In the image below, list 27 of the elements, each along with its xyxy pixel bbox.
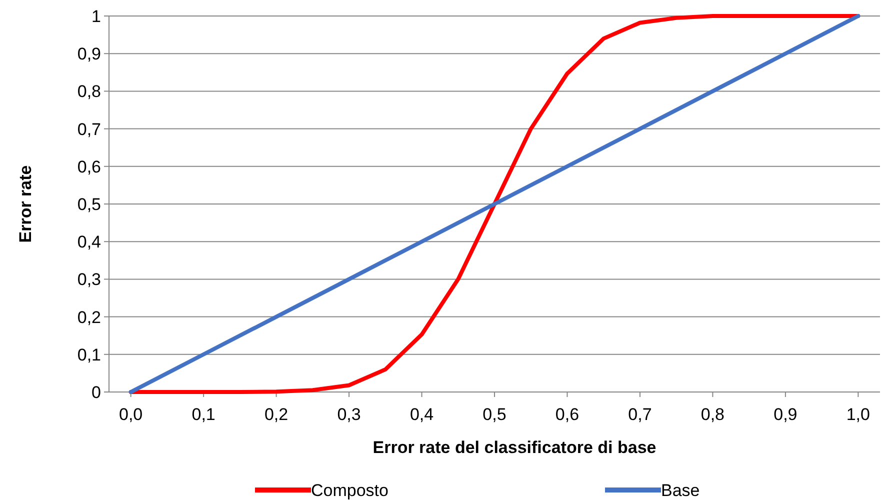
x-tick-label: 0,5 [482,405,506,424]
line-series [128,14,860,394]
x-tick-label: 0,7 [628,405,652,424]
x-tick-label: 0,4 [410,405,434,424]
y-tick-label: 0,3 [77,270,101,290]
y-tick-label: 0,9 [77,44,101,64]
x-tick-label: 0,0 [119,405,143,424]
x-tick-label: 0,9 [774,405,798,424]
y-tick-label: 0,6 [77,157,101,176]
y-axis-title: Error rate [16,165,35,243]
x-tick-label: 0,6 [555,405,580,424]
y-tick-label: 0,7 [77,120,101,139]
y-tick-label: 1 [92,6,101,26]
x-tick-label: 0,3 [337,405,361,424]
legend-label: Composto [311,480,388,500]
y-tick-label: 0,4 [77,232,101,252]
y-tick-label: 0,2 [77,308,101,327]
legend-label: Base [661,480,700,500]
y-tick-label: 0,5 [77,194,101,214]
x-tick-label: 0,8 [700,405,725,424]
y-tick-label: 0,1 [77,345,101,364]
x-tick-label: 0,2 [264,405,288,424]
y-tick-label: 0,8 [77,82,101,102]
y-tick-label: 0 [92,382,101,402]
x-axis-title: Error rate del classificatore di base [372,438,656,457]
x-tick-label: 0,1 [192,405,216,424]
x-tick-label: 1,0 [846,405,870,424]
